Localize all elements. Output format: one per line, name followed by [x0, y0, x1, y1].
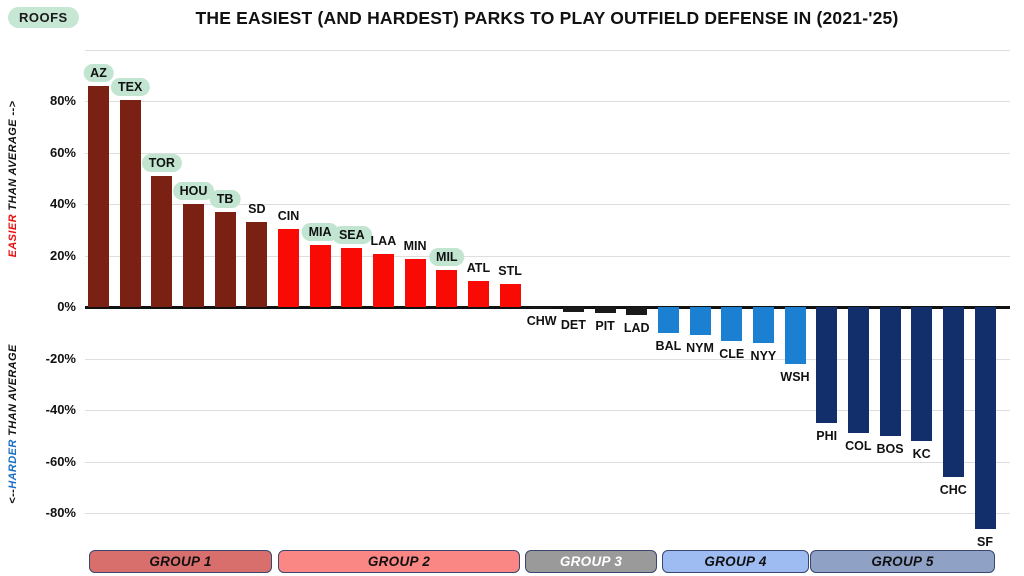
roof-badge-AZ: AZ [83, 63, 114, 82]
bar-PHI [816, 307, 838, 423]
team-label-MIL: MIL [429, 247, 465, 266]
bar-SF [974, 307, 996, 529]
team-label-SF: SF [977, 534, 993, 549]
team-label-CLE: CLE [719, 346, 745, 361]
bar-CHC [942, 307, 964, 477]
y-axis-label-easier: EASIER THAN AVERAGE --> [7, 101, 19, 258]
y-axis-label-harder: <--HARDER THAN AVERAGE [7, 344, 19, 503]
bar-CHW [531, 307, 553, 309]
bar-DET [562, 307, 584, 313]
y-tick-20%: 20% [49, 247, 76, 263]
bar-TEX [119, 99, 141, 307]
team-label-NYM: NYM [686, 341, 714, 356]
bar-BOS [879, 307, 901, 436]
team-label-WSH: WSH [780, 369, 810, 384]
y-tick--20%: -20% [45, 350, 76, 366]
team-label-PHI: PHI [816, 428, 838, 443]
y-tick--40%: -40% [45, 402, 76, 417]
team-label-NYY: NYY [750, 349, 777, 364]
chart-title: THE EASIEST (AND HARDEST) PARKS TO PLAY … [195, 8, 899, 28]
team-label-CIN: CIN [277, 208, 300, 223]
easier-rest: THAN AVERAGE --> [7, 100, 19, 215]
gridline [85, 513, 1010, 514]
roof-badge-HOU: HOU [172, 182, 215, 200]
roofs-legend-badge: ROOFS [8, 7, 79, 28]
team-label-KC: KC [912, 446, 931, 461]
bar-TOR [151, 175, 173, 307]
bar-NYM [689, 307, 711, 336]
team-label-TB: TB [209, 189, 241, 208]
bar-SD [246, 222, 268, 307]
bar-CIN [278, 228, 299, 307]
team-label-MIA: MIA [301, 223, 339, 242]
y-tick--60%: -60% [45, 453, 76, 469]
bar-LAD [626, 307, 648, 315]
gridline [85, 49, 1010, 51]
harder-rest: THAN AVERAGE [7, 344, 19, 440]
y-tick--80%: -80% [45, 505, 76, 520]
y-tick-60%: 60% [49, 144, 76, 160]
team-label-SD: SD [248, 202, 266, 216]
legend-box-group-4: GROUP 4 [662, 550, 809, 573]
roof-badge-TEX: TEX [111, 77, 150, 96]
team-label-TEX: TEX [111, 77, 150, 96]
gridline [85, 255, 1010, 257]
team-label-DET: DET [560, 318, 586, 333]
bar-KC [911, 307, 933, 441]
team-label-CHW: CHW [526, 314, 557, 329]
legend-box-group-2: GROUP 2 [278, 550, 520, 573]
bar-NYY [752, 307, 774, 344]
team-label-PIT: PIT [595, 319, 615, 334]
harder-arrow: <-- [7, 488, 19, 504]
team-label-HOU: HOU [172, 182, 215, 200]
team-label-BAL: BAL [655, 338, 682, 353]
bar-ATL [467, 281, 489, 308]
team-label-MIN: MIN [403, 239, 427, 254]
easier-emphasis: EASIER [7, 214, 19, 258]
gridline [85, 358, 1010, 360]
bar-STL [499, 283, 521, 307]
bar-MIA [309, 245, 331, 307]
team-label-CHC: CHC [939, 483, 967, 497]
roof-badge-TOR: TOR [141, 153, 182, 172]
team-label-STL: STL [498, 263, 522, 278]
bar-AZ [88, 85, 109, 307]
team-label-LAD: LAD [623, 320, 650, 335]
y-tick-40%: 40% [49, 196, 76, 211]
bar-LAA [372, 254, 394, 307]
gridline [85, 410, 1010, 411]
bar-PIT [594, 307, 616, 314]
team-label-LAA: LAA [370, 234, 397, 249]
team-label-COL: COL [845, 439, 872, 454]
bar-WSH [784, 307, 806, 364]
team-label-TOR: TOR [141, 153, 182, 172]
team-label-AZ: AZ [83, 63, 114, 82]
legend-box-group-1: GROUP 1 [89, 550, 272, 573]
team-label-BOS: BOS [876, 441, 904, 456]
bar-COL [847, 307, 869, 434]
bar-MIL [436, 269, 458, 307]
roof-badge-SEA: SEA [331, 225, 372, 244]
team-label-ATL: ATL [466, 261, 491, 276]
legend-box-group-5: GROUP 5 [810, 550, 995, 573]
bar-SEA [341, 247, 363, 307]
roof-badge-TB: TB [209, 189, 241, 208]
bar-HOU [183, 204, 204, 307]
bar-BAL [657, 307, 679, 333]
gridline [85, 152, 1010, 154]
bar-CLE [721, 307, 743, 341]
y-tick-0%: 0% [57, 299, 76, 314]
gridline [85, 204, 1010, 205]
gridline [85, 101, 1010, 102]
roof-badge-MIL: MIL [429, 247, 465, 266]
roof-badge-MIA: MIA [301, 223, 339, 242]
legend-box-group-3: GROUP 3 [525, 550, 657, 573]
gridline [85, 461, 1010, 463]
bar-MIN [404, 259, 426, 307]
y-tick-80%: 80% [49, 93, 76, 108]
bar-TB [214, 211, 236, 307]
team-label-SEA: SEA [331, 225, 372, 244]
harder-emphasis: HARDER [7, 439, 19, 489]
